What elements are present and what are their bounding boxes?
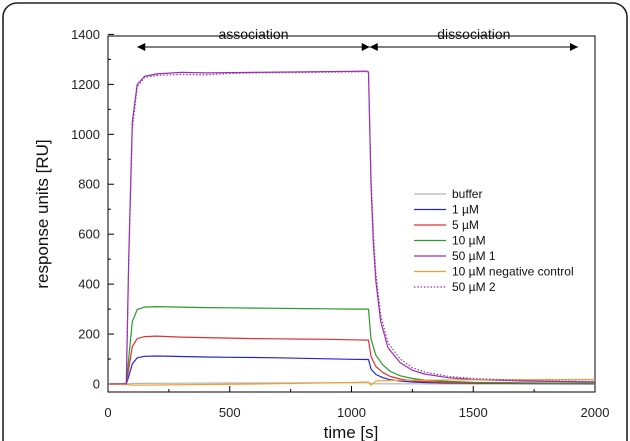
x-tick-label: 1000	[337, 405, 366, 420]
x-tick-label: 0	[104, 405, 111, 420]
y-axis-title: response units [RU]	[33, 139, 52, 288]
series-line-5-m	[108, 335, 596, 385]
x-axis-title: time [s]	[324, 423, 379, 441]
legend-label: 50 µM 2	[452, 280, 496, 294]
arrowhead-left-icon	[369, 43, 378, 51]
series-line-10-m	[108, 306, 596, 385]
x-tick-label: 1500	[459, 405, 488, 420]
arrowhead-right-icon	[569, 43, 578, 51]
legend-label: 50 µM 1	[452, 249, 496, 263]
legend-label: 10 µM negative control	[452, 265, 574, 279]
phase-label: association	[218, 26, 288, 42]
legend-label: 1 µM	[452, 203, 479, 217]
phase-label: dissociation	[437, 26, 510, 42]
series-line-1-m	[108, 355, 596, 385]
arrowhead-right-icon	[361, 43, 370, 51]
arrowhead-left-icon	[137, 43, 146, 51]
y-tick-label: 0	[93, 377, 100, 392]
y-tick-label: 1200	[71, 77, 100, 92]
series-line-50-m-2	[108, 71, 596, 385]
y-tick-label: 1000	[71, 127, 100, 142]
series-line-10-m-negative-control	[107, 378, 596, 386]
legend-label: 10 µM	[452, 234, 486, 248]
legend-label: 5 µM	[452, 218, 479, 232]
phase-annotations: association dissociation	[137, 26, 578, 51]
y-axis: 0 200 400 600 800 1000 1200 1400	[71, 27, 114, 392]
legend-label: buffer	[452, 187, 482, 201]
series-layer	[107, 70, 596, 386]
x-tick-label: 500	[219, 405, 241, 420]
x-tick-label: 2000	[581, 405, 610, 420]
y-tick-label: 200	[78, 327, 100, 342]
x-axis: 0 500 1000 1500 2000	[104, 386, 609, 420]
y-tick-label: 400	[78, 277, 100, 292]
y-tick-label: 1400	[71, 27, 100, 42]
y-tick-label: 800	[78, 177, 100, 192]
y-tick-label: 600	[78, 227, 100, 242]
